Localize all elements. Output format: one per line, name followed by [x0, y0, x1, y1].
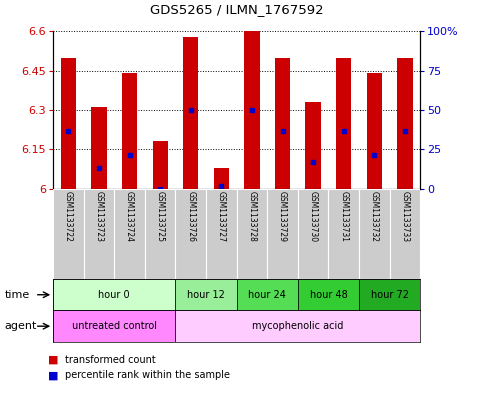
Bar: [84, 189, 114, 279]
Bar: [298, 279, 359, 310]
Text: ■: ■: [48, 354, 59, 365]
Text: ■: ■: [48, 370, 59, 380]
Bar: [390, 189, 420, 279]
Text: transformed count: transformed count: [65, 354, 156, 365]
Text: GSM1133733: GSM1133733: [400, 191, 410, 242]
Text: GSM1133723: GSM1133723: [95, 191, 103, 242]
Bar: [305, 102, 321, 189]
Bar: [114, 189, 145, 279]
Text: time: time: [5, 290, 30, 300]
Bar: [183, 37, 199, 189]
Bar: [153, 141, 168, 189]
Bar: [53, 310, 175, 342]
Bar: [145, 189, 175, 279]
Bar: [61, 58, 76, 189]
Bar: [328, 189, 359, 279]
Bar: [175, 279, 237, 310]
Bar: [175, 310, 420, 342]
Text: GSM1133729: GSM1133729: [278, 191, 287, 242]
Bar: [267, 189, 298, 279]
Bar: [53, 189, 84, 279]
Bar: [91, 107, 107, 189]
Bar: [275, 58, 290, 189]
Bar: [359, 189, 390, 279]
Bar: [336, 58, 352, 189]
Bar: [244, 31, 260, 189]
Text: hour 72: hour 72: [370, 290, 409, 300]
Text: GSM1133728: GSM1133728: [247, 191, 256, 242]
Text: hour 48: hour 48: [310, 290, 347, 300]
Text: GSM1133730: GSM1133730: [309, 191, 318, 242]
Text: GSM1133722: GSM1133722: [64, 191, 73, 242]
Text: hour 0: hour 0: [99, 290, 130, 300]
Text: GSM1133725: GSM1133725: [156, 191, 165, 242]
Text: GSM1133726: GSM1133726: [186, 191, 195, 242]
Bar: [122, 73, 137, 189]
Text: agent: agent: [5, 321, 37, 331]
Bar: [367, 73, 382, 189]
Bar: [359, 279, 420, 310]
Bar: [237, 189, 267, 279]
Bar: [298, 189, 328, 279]
Bar: [206, 189, 237, 279]
Text: GSM1133731: GSM1133731: [339, 191, 348, 242]
Text: GSM1133732: GSM1133732: [370, 191, 379, 242]
Text: GSM1133727: GSM1133727: [217, 191, 226, 242]
Bar: [397, 58, 412, 189]
Text: mycophenolic acid: mycophenolic acid: [252, 321, 343, 331]
Text: GDS5265 / ILMN_1767592: GDS5265 / ILMN_1767592: [150, 3, 324, 16]
Bar: [213, 168, 229, 189]
Bar: [53, 279, 175, 310]
Bar: [237, 279, 298, 310]
Text: GSM1133724: GSM1133724: [125, 191, 134, 242]
Text: percentile rank within the sample: percentile rank within the sample: [65, 370, 230, 380]
Bar: [175, 189, 206, 279]
Text: hour 12: hour 12: [187, 290, 225, 300]
Text: untreated control: untreated control: [72, 321, 157, 331]
Text: hour 24: hour 24: [248, 290, 286, 300]
